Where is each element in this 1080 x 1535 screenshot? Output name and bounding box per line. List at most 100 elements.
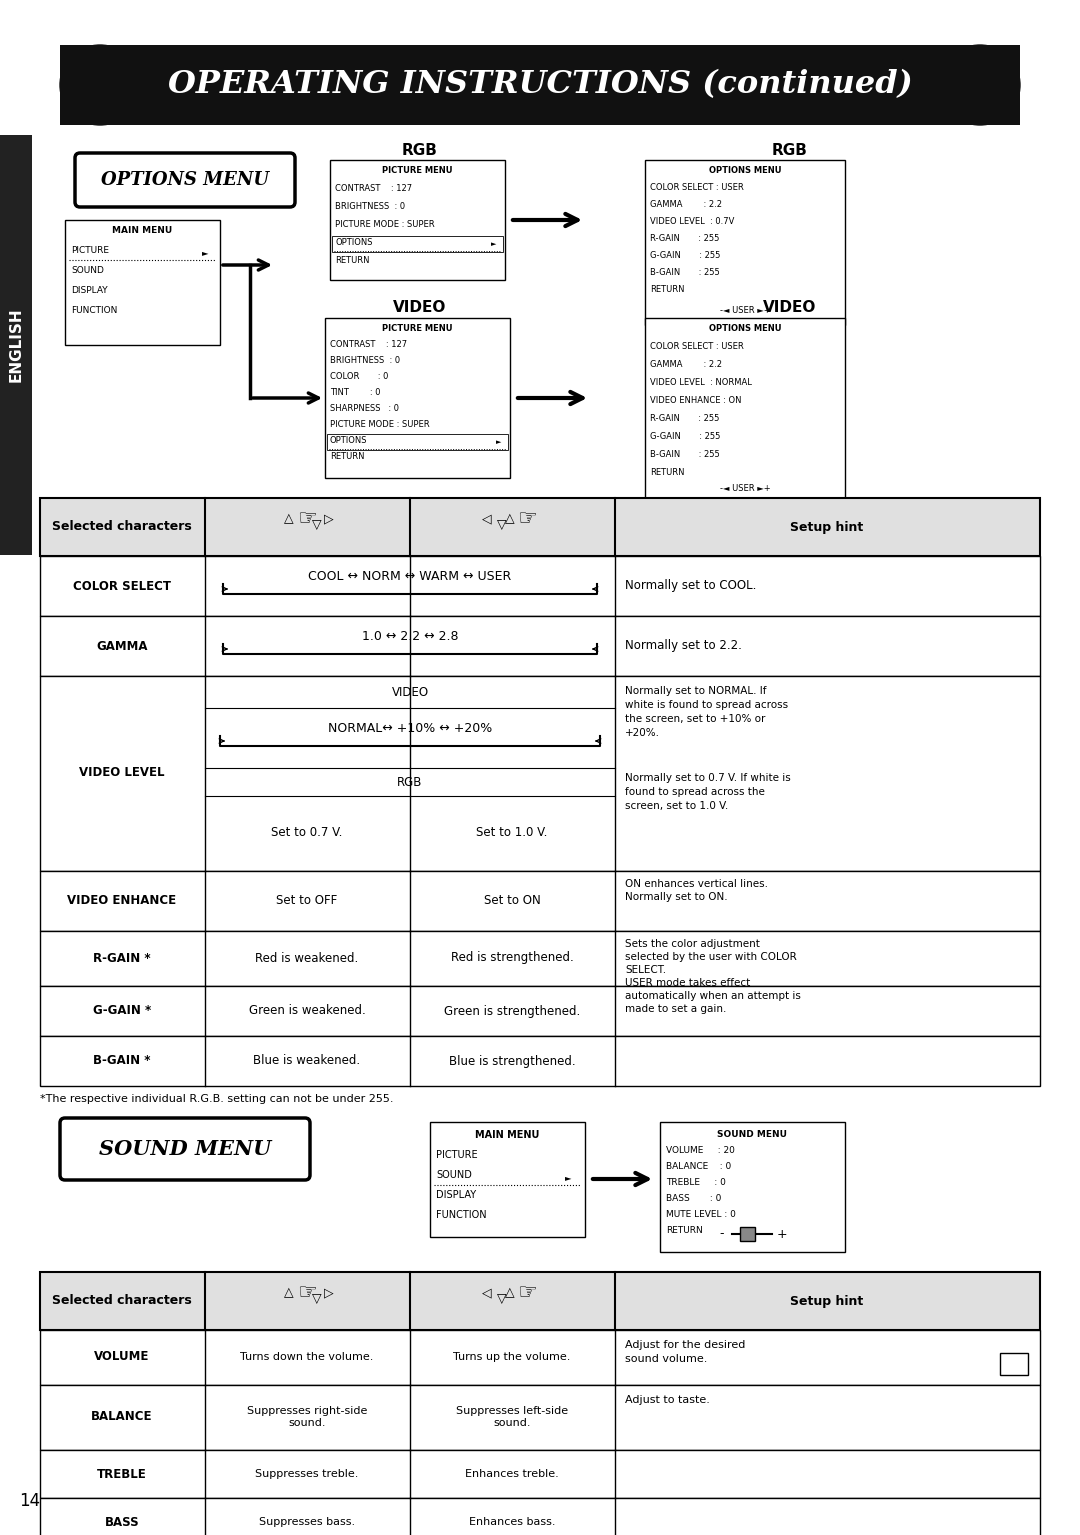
Text: Normally set to 2.2.: Normally set to 2.2. [625, 640, 742, 652]
Text: GAMMA        : 2.2: GAMMA : 2.2 [650, 200, 723, 209]
Text: ▽: ▽ [497, 519, 507, 531]
Text: VIDEO: VIDEO [764, 299, 816, 315]
Text: BASS       : 0: BASS : 0 [666, 1194, 721, 1203]
Bar [40, 497, 1040, 556]
Text: Setup hint: Setup hint [791, 1294, 864, 1308]
Ellipse shape [940, 45, 1020, 124]
Text: BALANCE: BALANCE [91, 1411, 152, 1423]
Text: 14: 14 [19, 1492, 41, 1510]
Text: FUNCTION: FUNCTION [436, 1210, 487, 1220]
Text: VOLUME: VOLUME [94, 1351, 150, 1363]
Bar [40, 556, 1040, 616]
Text: RETURN: RETURN [650, 286, 685, 295]
Text: Suppresses bass.: Suppresses bass. [259, 1517, 355, 1527]
Text: TREBLE: TREBLE [97, 1467, 147, 1480]
Text: VIDEO LEVEL: VIDEO LEVEL [79, 766, 165, 780]
Text: Normally set to NORMAL. If: Normally set to NORMAL. If [625, 686, 767, 695]
Bar [0, 135, 32, 556]
Text: PICTURE MENU: PICTURE MENU [381, 166, 453, 175]
Bar [660, 1122, 845, 1253]
Bar [40, 870, 1040, 932]
Text: Green is strengthened.: Green is strengthened. [444, 1004, 580, 1018]
FancyBboxPatch shape [75, 154, 295, 207]
Text: Set to ON: Set to ON [484, 895, 540, 907]
Text: VOLUME     : 20: VOLUME : 20 [666, 1147, 734, 1154]
Text: -◄ USER ►+: -◄ USER ►+ [719, 305, 770, 315]
Text: Green is weakened.: Green is weakened. [248, 1004, 365, 1018]
Text: BRIGHTNESS  : 0: BRIGHTNESS : 0 [330, 356, 400, 365]
Text: Normally set to ON.: Normally set to ON. [625, 892, 728, 903]
Text: NORMAL↔ +10% ↔ +20%: NORMAL↔ +10% ↔ +20% [328, 721, 492, 735]
Text: ▷: ▷ [324, 1286, 334, 1300]
Bar [40, 1273, 1040, 1329]
Text: -◄ USER ►+: -◄ USER ►+ [719, 484, 770, 493]
Text: ENGLISH: ENGLISH [9, 307, 24, 382]
Text: RGB: RGB [402, 143, 437, 158]
Text: DISPLAY: DISPLAY [71, 286, 108, 295]
Text: PICTURE: PICTURE [436, 1150, 477, 1160]
Text: BALANCE    : 0: BALANCE : 0 [666, 1162, 731, 1171]
Text: 10: 10 [1007, 1357, 1022, 1371]
Text: screen, set to 1.0 V.: screen, set to 1.0 V. [625, 801, 728, 810]
Text: SOUND MENU: SOUND MENU [717, 1130, 787, 1139]
Text: VIDEO: VIDEO [391, 686, 429, 698]
Text: MAIN MENU: MAIN MENU [475, 1130, 539, 1141]
Bar [40, 1329, 1040, 1385]
Bar [645, 160, 845, 325]
Text: PICTURE MENU: PICTURE MENU [381, 324, 453, 333]
Text: Setup hint: Setup hint [791, 520, 864, 534]
Text: COLOR       : 0: COLOR : 0 [330, 371, 389, 381]
Text: Set to 1.0 V.: Set to 1.0 V. [476, 826, 548, 840]
Text: Normally set to 0.7 V. If white is: Normally set to 0.7 V. If white is [625, 774, 791, 783]
Text: Selected characters: Selected characters [52, 1294, 192, 1308]
Text: Red is weakened.: Red is weakened. [255, 952, 359, 964]
Text: ☞: ☞ [517, 510, 537, 530]
Text: FUNCTION: FUNCTION [71, 305, 118, 315]
Text: made to set a gain.: made to set a gain. [625, 1004, 727, 1015]
Text: Normally set to COOL.: Normally set to COOL. [625, 580, 756, 593]
Text: MUTE LEVEL : 0: MUTE LEVEL : 0 [666, 1210, 735, 1219]
Bar [327, 434, 508, 450]
Text: ON enhances vertical lines.: ON enhances vertical lines. [625, 880, 768, 889]
Bar [330, 160, 505, 279]
Text: △: △ [284, 1286, 294, 1300]
Bar [430, 1122, 585, 1237]
Text: sound volume.: sound volume. [625, 1354, 707, 1365]
Text: Turns down the volume.: Turns down the volume. [241, 1352, 374, 1362]
Text: G-GAIN       : 255: G-GAIN : 255 [650, 431, 720, 441]
Text: GAMMA: GAMMA [96, 640, 148, 652]
Text: R-GAIN       : 255: R-GAIN : 255 [650, 233, 719, 243]
Text: ►: ► [565, 1173, 571, 1182]
Text: ▽: ▽ [312, 519, 322, 531]
Text: OPERATING INSTRUCTIONS (continued): OPERATING INSTRUCTIONS (continued) [167, 69, 913, 100]
Bar [40, 1451, 1040, 1498]
Text: -: - [719, 1228, 725, 1240]
Text: OPTIONS: OPTIONS [330, 436, 367, 445]
Text: △: △ [284, 513, 294, 525]
Text: Adjust to taste.: Adjust to taste. [625, 1395, 710, 1405]
Text: SELECT.: SELECT. [625, 966, 666, 975]
Text: ►: ► [491, 241, 497, 247]
Bar [40, 1036, 1040, 1085]
Text: automatically when an attempt is: automatically when an attempt is [625, 992, 801, 1001]
Text: Red is strengthened.: Red is strengthened. [450, 952, 573, 964]
Text: VIDEO LEVEL  : 0.7V: VIDEO LEVEL : 0.7V [650, 216, 734, 226]
Ellipse shape [60, 45, 140, 124]
Text: PICTURE MODE : SUPER: PICTURE MODE : SUPER [335, 220, 434, 229]
Text: RGB: RGB [397, 775, 422, 789]
Text: R-GAIN *: R-GAIN * [93, 952, 151, 964]
Text: OPTIONS MENU: OPTIONS MENU [708, 324, 781, 333]
Text: Enhances treble.: Enhances treble. [465, 1469, 558, 1480]
Text: COLOR SELECT: COLOR SELECT [73, 580, 171, 593]
Text: *The respective individual R.G.B. setting can not be under 255.: *The respective individual R.G.B. settin… [40, 1094, 393, 1104]
Bar [65, 220, 220, 345]
Text: R-GAIN       : 255: R-GAIN : 255 [650, 414, 719, 424]
Text: OPTIONS MENU: OPTIONS MENU [708, 166, 781, 175]
Text: ◁: ◁ [482, 1286, 491, 1300]
Text: SHARPNESS   : 0: SHARPNESS : 0 [330, 404, 399, 413]
Bar [40, 675, 1040, 870]
Text: Turns up the volume.: Turns up the volume. [454, 1352, 570, 1362]
Text: ☞: ☞ [517, 1283, 537, 1303]
Text: Set to OFF: Set to OFF [276, 895, 338, 907]
Text: RETURN: RETURN [650, 468, 685, 477]
